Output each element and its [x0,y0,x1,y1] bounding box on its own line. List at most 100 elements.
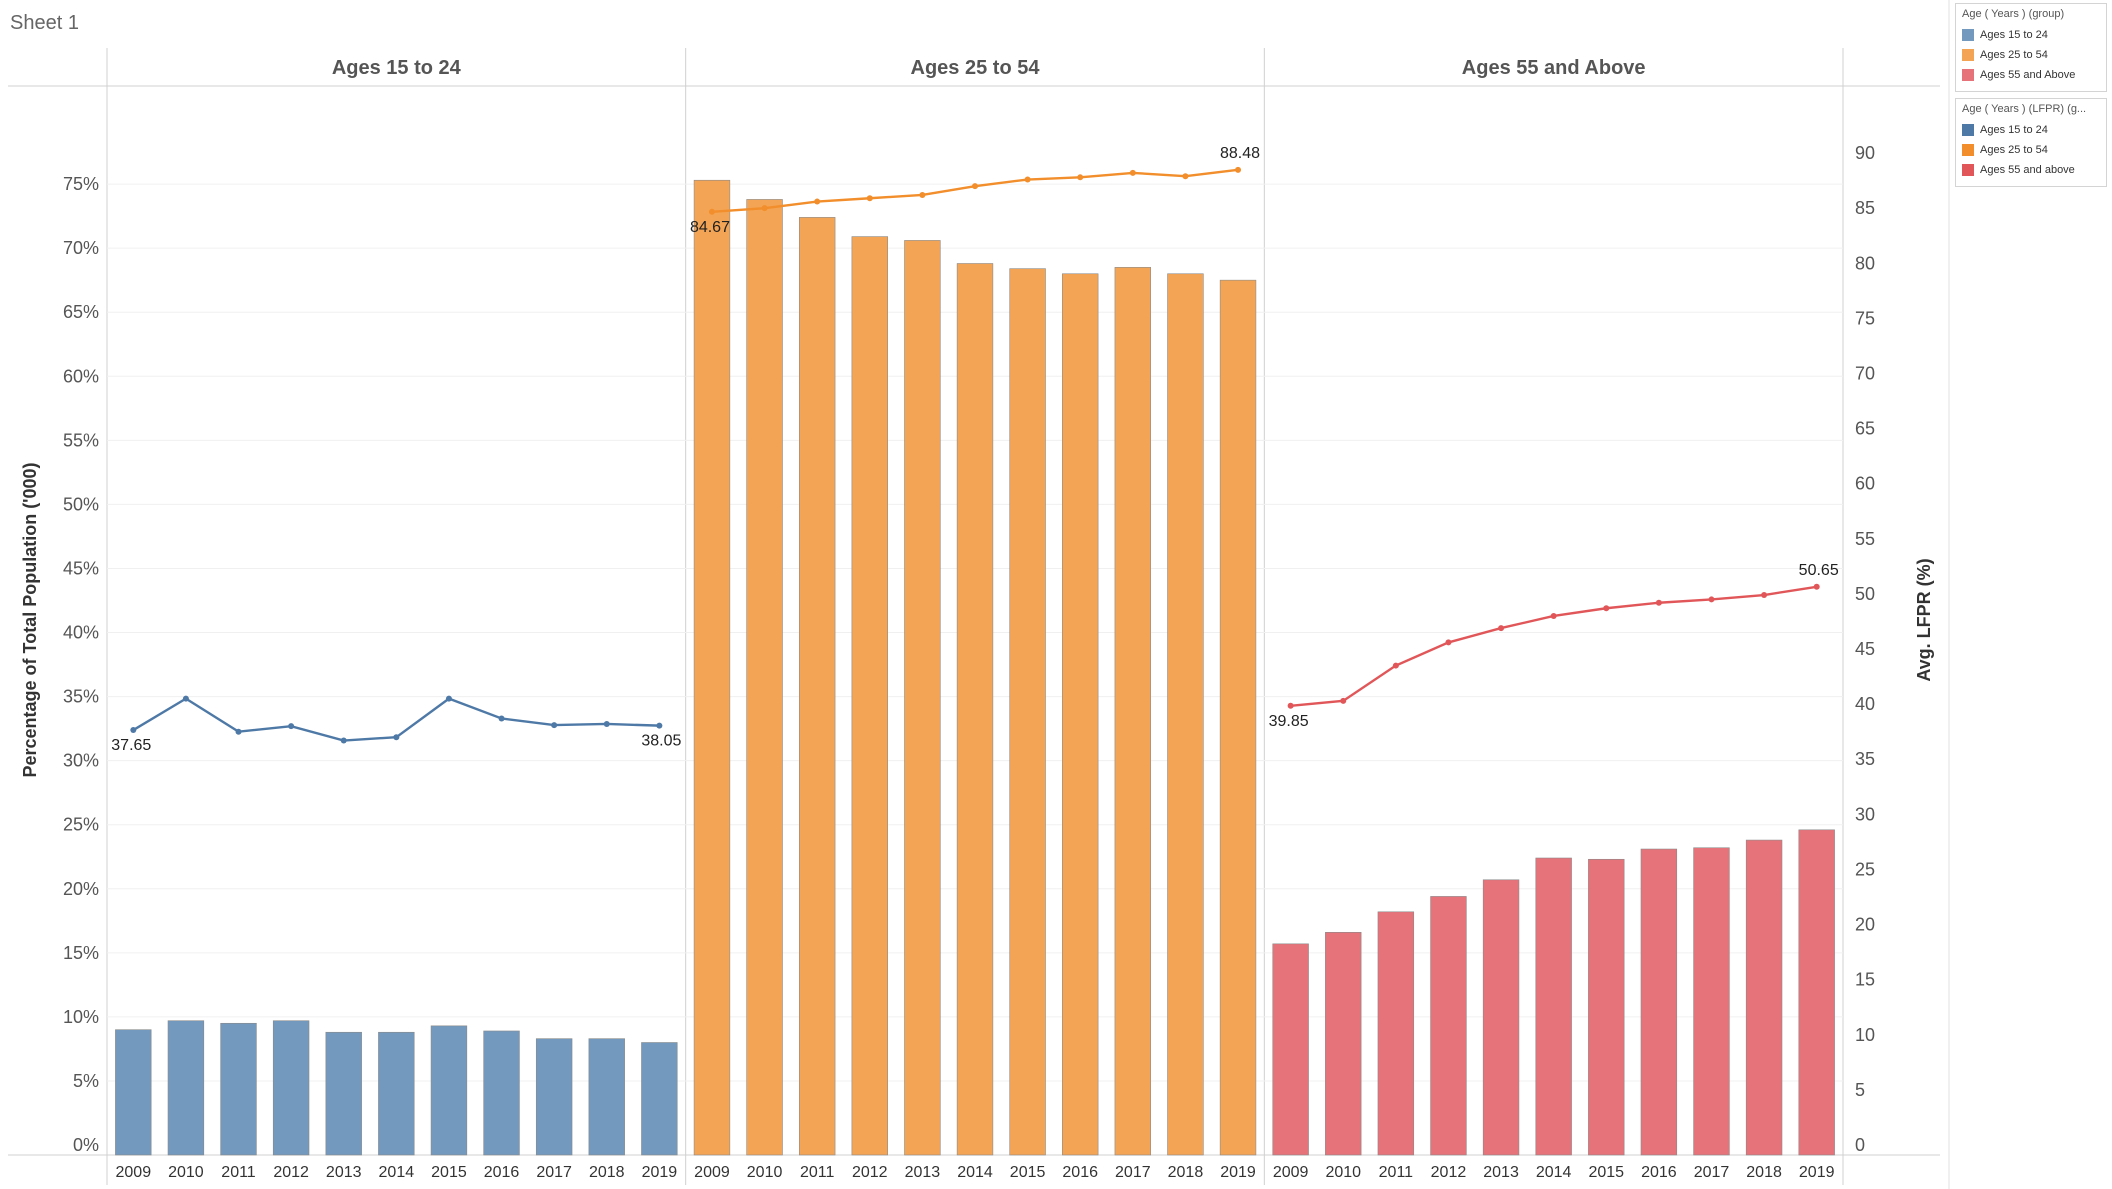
x-tick-label: 2010 [747,1164,783,1181]
legend-swatch [1962,69,1974,81]
line-point [761,205,768,212]
data-label-first: 39.85 [1269,713,1309,730]
x-tick-label: 2010 [168,1164,204,1181]
bar [1430,896,1467,1156]
bar [641,1042,678,1156]
line-point [1550,612,1557,619]
line-point [1340,697,1347,704]
line-point [1603,605,1610,612]
line-point [498,715,505,722]
legend-swatch [1962,49,1974,61]
bar [535,1038,573,1156]
line-point [708,208,715,215]
data-label-last: 88.48 [1220,145,1260,162]
series-line [711,168,1239,214]
legend-item[interactable]: Ages 15 to 24 [1962,25,2100,45]
line-point [1182,173,1189,180]
bar [1377,911,1415,1156]
line-point [1024,176,1031,183]
x-tick-label: 2011 [800,1164,835,1181]
y2-tick-label: 60 [1855,474,1875,494]
bar [325,1031,362,1156]
y-tick-label: 55% [63,430,99,450]
y2-tick-label: 50 [1855,584,1875,604]
legend-item[interactable]: Ages 25 to 54 [1962,140,2100,160]
bar [1588,858,1625,1156]
bar [1798,829,1835,1156]
legend-item[interactable]: Ages 15 to 24 [1962,120,2100,140]
x-tick-label: 2014 [1536,1164,1572,1181]
panel-header: Ages 55 and Above [1462,57,1646,79]
bar [1482,879,1520,1156]
y-tick-label: 65% [63,302,99,322]
y2-tick-label: 20 [1855,915,1875,935]
bar [1640,848,1678,1156]
bar [1219,279,1257,1156]
y-tick-label: 10% [63,1007,99,1027]
bar [1325,932,1362,1156]
line-point [1498,625,1505,632]
y2-tick-label: 90 [1855,143,1875,163]
line-point [1287,702,1294,709]
x-tick-label: 2019 [642,1164,678,1181]
bar [904,240,941,1156]
legend-label: Ages 15 to 24 [1980,29,2048,41]
legend-item[interactable]: Ages 55 and Above [1962,65,2100,85]
line-point [1235,166,1242,173]
bar [1009,268,1046,1156]
legend-swatch [1962,29,1974,41]
bar [115,1029,152,1156]
line-point [1761,592,1768,599]
x-tick-label: 2009 [1273,1164,1309,1181]
x-tick-label: 2015 [431,1164,467,1181]
y2-tick-label: 0 [1855,1135,1865,1155]
y2-tick-label: 65 [1855,419,1875,439]
y-tick-label: 40% [63,623,99,643]
y2-tick-label: 10 [1855,1025,1875,1045]
panels: Ages 15 to 24 2009 2010 2011 2012 2013 2014 201… [111,57,1839,1181]
x-tick-label: 2012 [1431,1164,1467,1181]
legend-item[interactable]: Ages 55 and above [1962,160,2100,180]
line-point [656,722,663,729]
y-tick-label: 5% [73,1071,99,1091]
x-tick-label: 2019 [1220,1164,1256,1181]
bar [746,199,783,1156]
line-point [551,722,558,729]
x-tick-label: 2013 [326,1164,362,1181]
legend-swatch [1962,124,1974,136]
x-tick-label: 2016 [484,1164,520,1181]
y-tick-label: 50% [63,494,99,514]
y-tick-label: 45% [63,558,99,578]
bar [167,1020,205,1156]
x-tick-label: 2009 [116,1164,152,1181]
x-tick-label: 2014 [957,1164,993,1181]
bar [798,217,836,1156]
x-tick-label: 2009 [694,1164,730,1181]
bar [956,263,994,1156]
legend-age-lfpr[interactable]: Age ( Years ) (LFPR) (g... Ages 15 to 24… [1955,98,2107,187]
line-point [1077,174,1084,181]
bar [378,1031,415,1156]
y2-tick-label: 85 [1855,198,1875,218]
legend-item[interactable]: Ages 25 to 54 [1962,45,2100,65]
bar [693,179,731,1156]
bar [483,1030,520,1156]
x-tick-label: 2016 [1062,1164,1098,1181]
legend-swatch [1962,144,1974,156]
y-tick-label: 15% [63,943,99,963]
y2-tick-label: 40 [1855,694,1875,714]
bar [1167,273,1204,1156]
y2-tick-label: 25 [1855,859,1875,879]
x-tick-label: 2013 [905,1164,941,1181]
line-point [393,734,400,741]
panel-2: Ages 55 and Above 2009 2010 2011 2012 2013 201… [1269,57,1839,1181]
legend-label: Ages 25 to 54 [1980,49,2048,61]
y-tick-label: 0% [73,1135,99,1155]
bar [1114,267,1152,1156]
x-tick-label: 2018 [1746,1164,1782,1181]
legend-age-group[interactable]: Age ( Years ) (group) Ages 15 to 24 Ages… [1955,3,2107,92]
line-point [866,195,873,202]
x-tick-label: 2017 [1115,1164,1151,1181]
bar [1693,847,1730,1156]
y2-tick-label: 5 [1855,1080,1865,1100]
